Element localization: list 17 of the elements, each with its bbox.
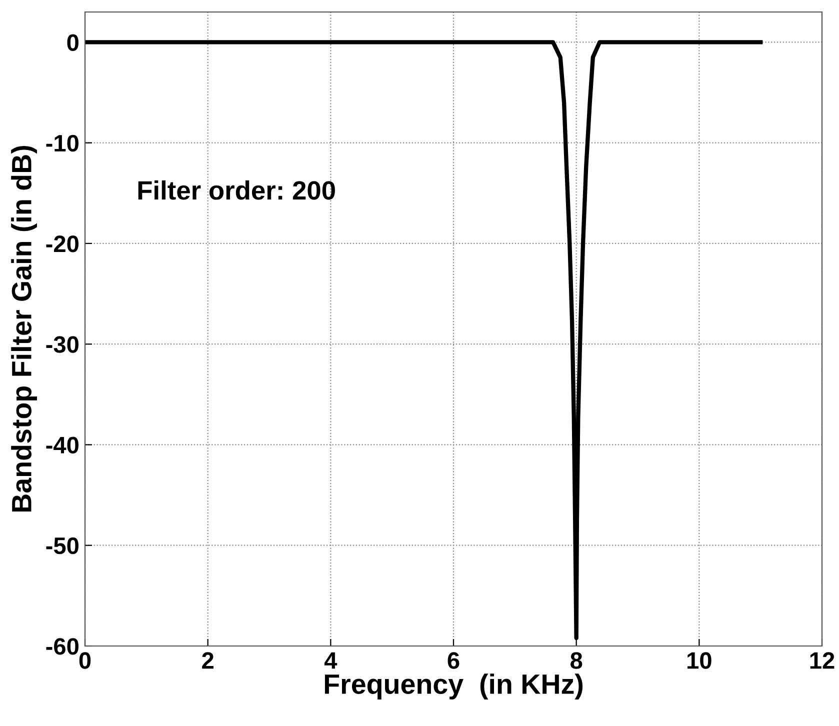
x-axis-title: Frequency (in KHz)	[324, 674, 583, 700]
x-tick-label: 12	[810, 652, 834, 669]
x-tick-label: 0	[79, 652, 91, 669]
y-axis-title: Bandstop Filter Gain (in dB)	[11, 146, 37, 512]
y-tick-label: -60	[46, 638, 78, 655]
x-tick-label: 8	[570, 652, 582, 669]
x-tick-label: 2	[202, 652, 214, 669]
y-tick-label: -30	[46, 336, 78, 353]
y-tick-label: -40	[46, 436, 78, 454]
y-tick-label: -50	[46, 537, 78, 554]
y-tick-label: -20	[46, 236, 78, 252]
x-tick-label: 4	[324, 652, 338, 669]
y-tick-label: -10	[46, 134, 78, 152]
annotation: Filter order: 200	[138, 180, 335, 200]
y-tick-label: 0	[67, 34, 78, 51]
x-tick-label: 6	[448, 652, 460, 669]
x-tick-label: 10	[688, 652, 712, 669]
